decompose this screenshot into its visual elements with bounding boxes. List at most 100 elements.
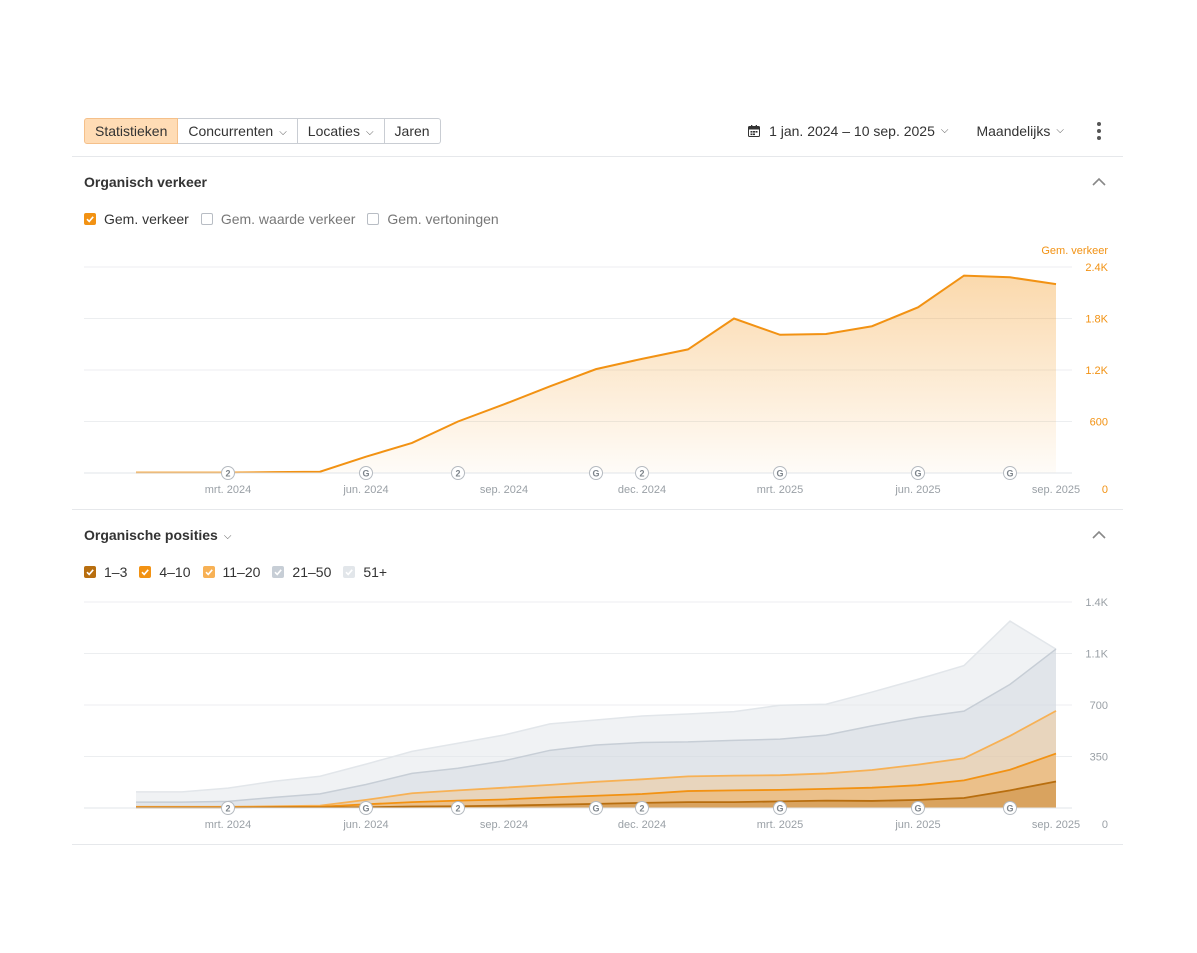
y-tick-label: 1.4K bbox=[1085, 597, 1108, 609]
x-tick-label: jun. 2025 bbox=[894, 484, 940, 496]
traffic-title: Organisch verkeer bbox=[84, 174, 207, 190]
tab-concurrenten[interactable]: Concurrenten ⌵ bbox=[178, 118, 298, 144]
y-tick-label: 0 bbox=[1102, 819, 1108, 831]
checkbox-position-2[interactable]: 11–20 bbox=[202, 564, 261, 580]
google-update-marker[interactable]: G bbox=[1003, 801, 1017, 815]
checkbox-label: 11–20 bbox=[222, 564, 261, 580]
annotation-marker[interactable]: 2 bbox=[635, 466, 649, 480]
marker-label: G bbox=[776, 804, 783, 814]
google-update-marker[interactable]: G bbox=[359, 466, 373, 480]
google-update-marker[interactable]: G bbox=[359, 801, 373, 815]
tab-statistieken[interactable]: Statistieken bbox=[84, 118, 179, 144]
traffic-metrics: Gem. verkeer Gem. waarde verkeer Gem. ve… bbox=[84, 211, 511, 227]
annotation-marker[interactable]: 2 bbox=[221, 466, 235, 480]
checkbox-checked-icon bbox=[343, 566, 356, 578]
checkbox-gem-vertoningen[interactable]: Gem. vertoningen bbox=[367, 211, 499, 227]
marker-label: G bbox=[1006, 469, 1013, 479]
chevron-down-icon: ⌵ bbox=[1056, 124, 1064, 136]
marker-label: G bbox=[362, 804, 369, 814]
google-update-marker[interactable]: G bbox=[911, 466, 925, 480]
marker-label: G bbox=[1006, 804, 1013, 814]
checkbox-position-1[interactable]: 4–10 bbox=[139, 564, 191, 580]
google-update-marker[interactable]: G bbox=[911, 801, 925, 815]
x-tick-label: dec. 2024 bbox=[618, 484, 666, 496]
marker-circle bbox=[451, 801, 465, 815]
google-update-marker[interactable]: G bbox=[589, 466, 603, 480]
chevron-up-icon[interactable] bbox=[1091, 176, 1107, 188]
marker-label: 2 bbox=[225, 469, 230, 479]
chevron-down-icon: ⌵ bbox=[223, 531, 232, 542]
position-filters: 1–3 4–10 11–20 21–50 51+ bbox=[84, 564, 399, 580]
checkbox-checked-icon bbox=[272, 566, 285, 578]
checkbox-label: 1–3 bbox=[104, 564, 128, 580]
positions-title[interactable]: Organische posities ⌵ bbox=[84, 527, 231, 543]
checkbox-checked-icon bbox=[202, 566, 215, 578]
marker-circle bbox=[221, 466, 235, 480]
series-line-51+ bbox=[136, 620, 1057, 793]
marker-label: G bbox=[592, 469, 599, 479]
marker-label: 2 bbox=[639, 469, 644, 479]
series-line bbox=[136, 274, 1057, 474]
toolbar-right: 1 jan. 2024 – 10 sep. 2025 ⌵ Maandelijks ⌵ bbox=[748, 118, 1106, 144]
google-update-marker[interactable]: G bbox=[773, 801, 787, 815]
y-tick-label: 2.4K bbox=[1085, 262, 1108, 274]
marker-circle bbox=[773, 801, 787, 815]
positions-chart[interactable]: mrt. 2024 jun. 2024 sep. 2024 dec. 2024 mrt.… bbox=[0, 594, 1197, 838]
tab-jaren[interactable]: Jaren bbox=[384, 118, 441, 144]
toolbar: Statistieken Concurrenten ⌵ Locaties ⌵ Jar… bbox=[84, 118, 1106, 144]
positions-title-label: Organische posities bbox=[84, 527, 218, 543]
annotation-marker[interactable]: 2 bbox=[451, 466, 465, 480]
checkbox-empty-icon bbox=[367, 213, 380, 225]
google-update-marker[interactable]: G bbox=[589, 801, 603, 815]
checkbox-position-0[interactable]: 1–3 bbox=[84, 564, 127, 580]
y-axis-title: Gem. verkeer bbox=[1041, 245, 1108, 257]
divider bbox=[72, 844, 1123, 845]
chevron-down-icon: ⌵ bbox=[940, 124, 949, 136]
marker-label: G bbox=[914, 804, 921, 814]
interval-select[interactable]: Maandelijks ⌵ bbox=[976, 123, 1064, 139]
date-range-picker[interactable]: 1 jan. 2024 – 10 sep. 2025 ⌵ bbox=[748, 123, 948, 139]
checkbox-position-4[interactable]: 51+ bbox=[343, 564, 387, 580]
series-area bbox=[136, 275, 1056, 473]
marker-circle bbox=[635, 801, 649, 815]
annotation-marker[interactable]: 2 bbox=[635, 801, 649, 815]
traffic-chart[interactable]: mrt. 2024 jun. 2024 sep. 2024 dec. 2024 mrt.… bbox=[0, 240, 1197, 502]
x-tick-label: mrt. 2024 bbox=[205, 484, 251, 496]
marker-label: 2 bbox=[225, 804, 230, 814]
x-tick-label: mrt. 2025 bbox=[757, 484, 803, 496]
y-tick-label: 350 bbox=[1090, 752, 1108, 764]
marker-circle bbox=[911, 801, 925, 815]
google-update-marker[interactable]: G bbox=[773, 466, 787, 480]
chevron-down-icon: ⌵ bbox=[279, 127, 287, 138]
checkbox-empty-icon bbox=[200, 213, 213, 225]
marker-circle bbox=[589, 801, 603, 815]
divider bbox=[72, 156, 1123, 157]
x-tick-label: sep. 2024 bbox=[480, 819, 528, 831]
marker-label: 2 bbox=[639, 804, 644, 814]
x-tick-label: sep. 2025 bbox=[1032, 819, 1080, 831]
marker-circle bbox=[589, 466, 603, 480]
view-tabs: Statistieken Concurrenten ⌵ Locaties ⌵ Jar… bbox=[84, 118, 441, 144]
y-tick-label: 0 bbox=[1102, 484, 1108, 496]
checkbox-checked-icon bbox=[139, 566, 152, 578]
checkbox-gem-waarde-verkeer[interactable]: Gem. waarde verkeer bbox=[200, 211, 355, 227]
x-tick-label: jun. 2024 bbox=[342, 819, 388, 831]
marker-label: G bbox=[776, 469, 783, 479]
tab-label: Locaties bbox=[307, 123, 360, 139]
marker-circle bbox=[359, 801, 373, 815]
x-tick-label: sep. 2025 bbox=[1032, 484, 1080, 496]
checkbox-gem-verkeer[interactable]: Gem. verkeer bbox=[84, 211, 189, 227]
more-vertical-icon[interactable] bbox=[1092, 122, 1106, 140]
annotation-marker[interactable]: 2 bbox=[221, 801, 235, 815]
marker-label: 2 bbox=[455, 804, 460, 814]
x-tick-label: jun. 2024 bbox=[342, 484, 388, 496]
checkbox-position-3[interactable]: 21–50 bbox=[272, 564, 331, 580]
x-tick-label: sep. 2024 bbox=[480, 484, 528, 496]
annotation-marker[interactable]: 2 bbox=[451, 801, 465, 815]
x-tick-label: mrt. 2024 bbox=[205, 819, 251, 831]
tab-label: Jaren bbox=[394, 123, 430, 139]
calendar-icon bbox=[748, 125, 761, 137]
google-update-marker[interactable]: G bbox=[1003, 466, 1017, 480]
chevron-up-icon[interactable] bbox=[1091, 529, 1107, 541]
tab-locaties[interactable]: Locaties ⌵ bbox=[297, 118, 385, 144]
